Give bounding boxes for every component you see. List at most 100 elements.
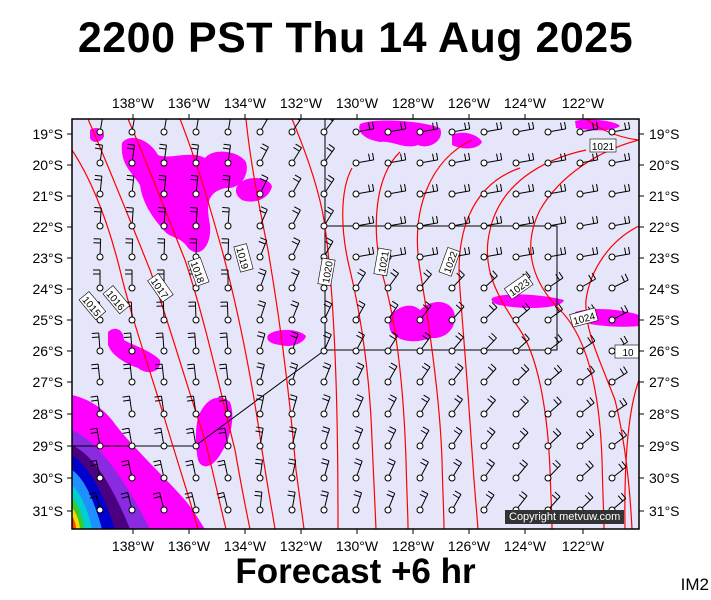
wind-barb-feather (258, 300, 266, 304)
wind-barb-feather (624, 153, 627, 161)
wind-barb-feather (586, 399, 592, 406)
wind-barb-feather (592, 184, 595, 192)
wind-barb-feather (368, 184, 371, 192)
wind-barb-feather (122, 431, 130, 434)
longitude-label-top: 136°W (168, 95, 211, 111)
isobar-label: 1020 (317, 257, 336, 287)
wind-barb-feather (523, 395, 529, 402)
wind-barb-feather (192, 113, 199, 114)
wind-barb-feather (620, 492, 627, 499)
wind-barb-feather (487, 398, 494, 404)
isobar-label: 1024 (569, 307, 599, 328)
station-circle (480, 442, 488, 450)
wind-barb-feather (255, 458, 263, 461)
wind-barb-feather (591, 272, 597, 280)
wind-barb-feather (293, 237, 301, 242)
latitude-label-left: 21°S (32, 188, 63, 204)
station-circle (576, 128, 584, 136)
wind-barb-feather (419, 493, 427, 498)
wind-barb-feather (488, 304, 495, 311)
station-circle (192, 159, 200, 167)
wind-barb-feather (89, 495, 97, 499)
wind-barb-feather (588, 274, 593, 282)
wind-barb-feather (500, 152, 503, 160)
isobar-line (458, 167, 521, 529)
wind-barb-feather (290, 303, 298, 308)
wind-barb-feather (217, 495, 225, 499)
wind-barb-feather (254, 494, 262, 497)
station-circle (288, 316, 296, 324)
wind-barb-feather (184, 492, 192, 495)
station-circle (480, 253, 488, 261)
wind-barb-feather (624, 305, 629, 312)
wind-barb-feather (453, 461, 460, 467)
wind-barb-feather (555, 459, 561, 466)
wind-barb-feather (436, 152, 439, 160)
wind-barb-feather (153, 427, 161, 430)
wind-barb-feather (496, 184, 499, 192)
station-circle (544, 316, 552, 324)
wind-barb-feather (486, 430, 493, 436)
wind-barb-feather (389, 304, 397, 309)
station-circle (288, 410, 296, 418)
wind-barb-feather (628, 246, 631, 254)
wind-barb-feather (160, 113, 167, 114)
latitude-label-left: 29°S (32, 438, 63, 454)
wind-barb-feather (256, 426, 264, 429)
latitude-ticks-left: 19°S 20°S 21°S 22°S 23°S 24°S 25°S 26°S 27°S 28°S… (32, 126, 72, 519)
longitude-label-top: 126°W (448, 95, 491, 111)
station-circle (224, 506, 232, 514)
station-circle (448, 222, 456, 230)
wind-barb-feather (587, 337, 593, 344)
isobar-line (179, 119, 276, 529)
wind-barb-feather (528, 122, 531, 130)
wind-barb-feather (219, 363, 227, 366)
station-circle (96, 222, 104, 230)
station-circle (448, 506, 456, 514)
station-circle (384, 128, 392, 136)
rain-area (121, 137, 247, 253)
wind-barb-feather (420, 461, 427, 467)
station-circle (128, 222, 136, 230)
wind-barb-feather (554, 305, 560, 313)
latitude-label-right: 31°S (649, 503, 680, 519)
wind-barb-feather (353, 494, 361, 498)
wind-barb-feather (621, 461, 627, 468)
wind-barb-feather (256, 335, 264, 339)
isobar-line (127, 119, 251, 529)
wind-barb-feather (155, 367, 163, 370)
wind-barb-feather (154, 395, 162, 398)
station-circle (128, 442, 136, 450)
station-circle (256, 222, 264, 230)
wind-barb-feather (257, 304, 265, 308)
station-circle (96, 128, 104, 136)
station-circle (96, 284, 104, 292)
station-circle (288, 474, 296, 482)
wind-barb-feather (596, 152, 599, 160)
station-circle (256, 506, 264, 514)
wind-barb-feather (91, 399, 99, 402)
station-circle (448, 284, 456, 292)
rain-area (491, 294, 564, 308)
station-circle (416, 284, 424, 292)
wind-barb-feather (321, 430, 329, 434)
wind-barb-feather (259, 268, 267, 272)
wind-barb-feather (289, 366, 297, 370)
wind-barb-feather (464, 122, 467, 130)
latitude-label-left: 22°S (32, 219, 63, 235)
station-circle (352, 190, 360, 198)
wind-barb-feather (489, 427, 496, 433)
wind-barb-feather (294, 174, 302, 179)
wind-barb-feather (187, 363, 195, 366)
wind-barb-feather (623, 335, 629, 343)
wind-barb-feather (328, 143, 335, 149)
wind-barb-feather (356, 334, 363, 340)
station-circle (384, 190, 392, 198)
station-circle (512, 378, 520, 386)
longitude-label-top: 122°W (562, 95, 605, 111)
wind-barb-feather (123, 399, 131, 402)
station-circle (480, 159, 488, 167)
station-circle (544, 410, 552, 418)
station-circle (352, 222, 360, 230)
station-circle (480, 378, 488, 386)
